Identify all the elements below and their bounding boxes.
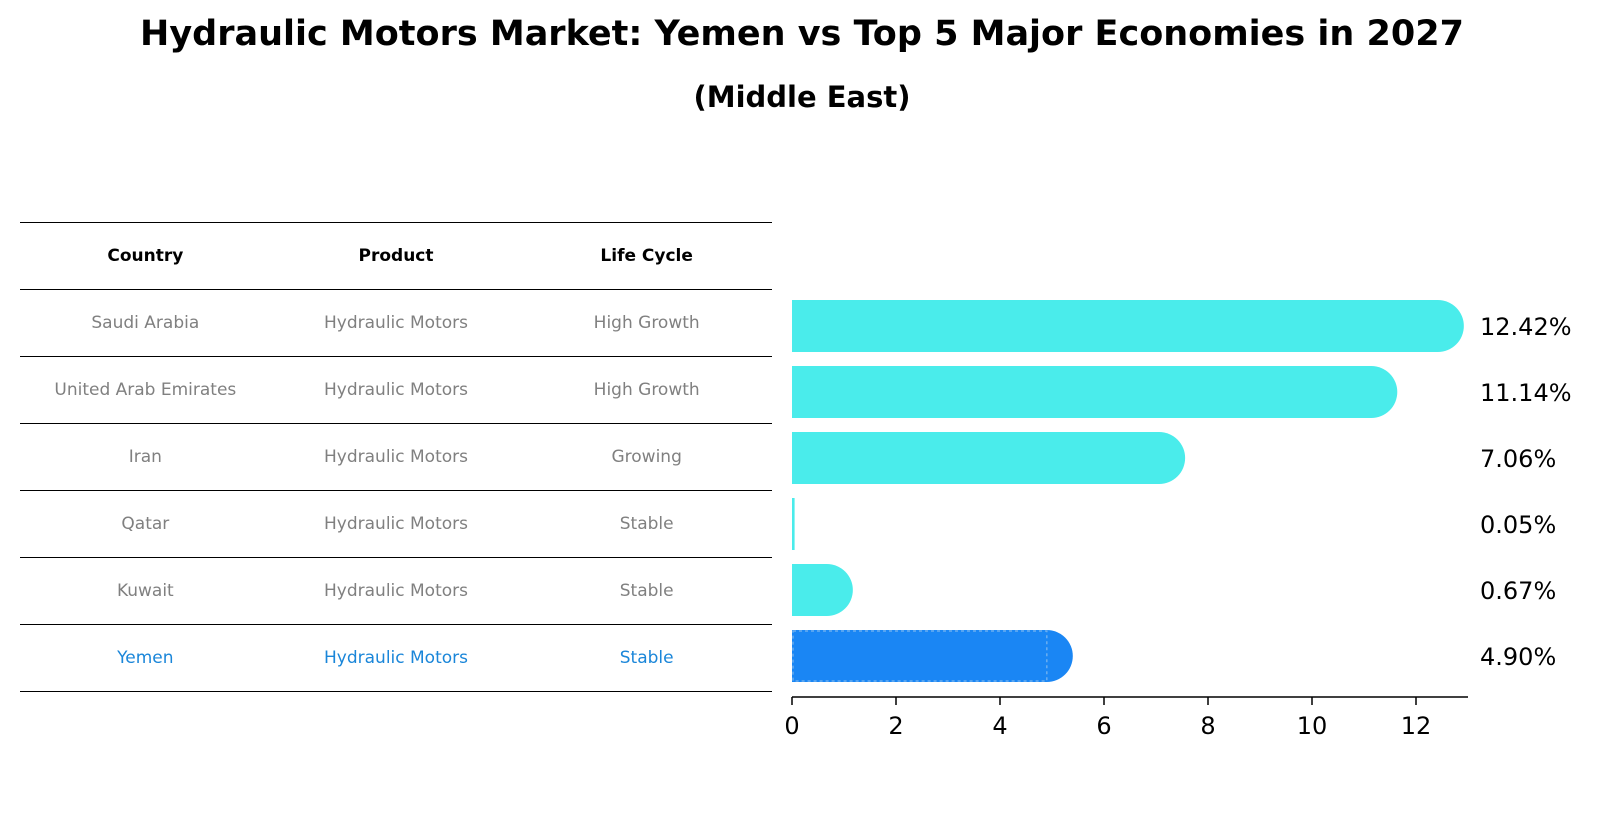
- cell-product: Hydraulic Motors: [324, 380, 468, 400]
- header-life-cycle: Life Cycle: [600, 246, 693, 266]
- bar-cap: [1133, 432, 1186, 484]
- bar-qatar: [792, 498, 795, 550]
- x-tick-label: 8: [1200, 712, 1215, 740]
- x-tick-label: 6: [1096, 712, 1111, 740]
- bar-cap: [1345, 366, 1398, 418]
- header-product: Product: [358, 246, 434, 266]
- value-label: 4.90%: [1480, 643, 1556, 671]
- cell-product: Hydraulic Motors: [324, 447, 468, 467]
- cell-life-cycle: High Growth: [593, 313, 700, 333]
- value-label: 0.05%: [1480, 511, 1556, 539]
- cell-country: Qatar: [121, 514, 170, 534]
- header-country: Country: [107, 246, 184, 266]
- bar-cap: [1411, 300, 1464, 352]
- cell-country: Saudi Arabia: [91, 313, 200, 333]
- bar-highlight-outline: [792, 630, 1048, 682]
- cell-product: Hydraulic Motors: [324, 581, 468, 601]
- cell-life-cycle: Growing: [611, 447, 682, 467]
- table-row: Iran Hydraulic Motors Growing: [20, 423, 772, 490]
- value-label: 7.06%: [1480, 445, 1556, 473]
- cell-product: Hydraulic Motors: [324, 514, 468, 534]
- bar-saudi-arabia: [792, 300, 1438, 352]
- cell-product: Hydraulic Motors: [324, 313, 468, 333]
- x-tick-label: 0: [784, 712, 799, 740]
- chart-subtitle: (Middle East): [693, 80, 911, 114]
- cell-life-cycle: Stable: [619, 581, 674, 601]
- cell-country: Kuwait: [116, 581, 174, 601]
- country-table: Country Product Life Cycle Saudi Arabia …: [20, 222, 772, 692]
- cell-life-cycle: Stable: [619, 514, 674, 534]
- value-label: 12.42%: [1480, 313, 1572, 341]
- value-label: 11.14%: [1480, 379, 1572, 407]
- x-tick-label: 4: [992, 712, 1007, 740]
- bar-cap: [800, 564, 853, 616]
- table-row: Kuwait Hydraulic Motors Stable: [20, 557, 772, 624]
- x-tick-label: 2: [888, 712, 903, 740]
- table-row: Qatar Hydraulic Motors Stable: [20, 490, 772, 557]
- cell-product: Hydraulic Motors: [324, 648, 468, 668]
- x-tick-label: 12: [1401, 712, 1432, 740]
- bar-united-arab-emirates: [792, 366, 1372, 418]
- bar-iran: [792, 432, 1160, 484]
- chart-title: Hydraulic Motors Market: Yemen vs Top 5 …: [140, 14, 1464, 54]
- table-row: Saudi Arabia Hydraulic Motors High Growt…: [20, 289, 772, 356]
- table-header-row: Country Product Life Cycle: [20, 222, 772, 289]
- cell-country: Yemen: [117, 648, 174, 668]
- value-label: 0.67%: [1480, 577, 1556, 605]
- cell-country: United Arab Emirates: [54, 380, 237, 400]
- cell-life-cycle: Stable: [619, 648, 674, 668]
- table-row-highlighted: Yemen Hydraulic Motors Stable: [20, 624, 772, 692]
- x-tick-label: 10: [1297, 712, 1328, 740]
- cell-life-cycle: High Growth: [593, 380, 700, 400]
- bar-yemen: [792, 630, 1047, 682]
- cell-country: Iran: [128, 447, 162, 467]
- table-row: United Arab Emirates Hydraulic Motors Hi…: [20, 356, 772, 423]
